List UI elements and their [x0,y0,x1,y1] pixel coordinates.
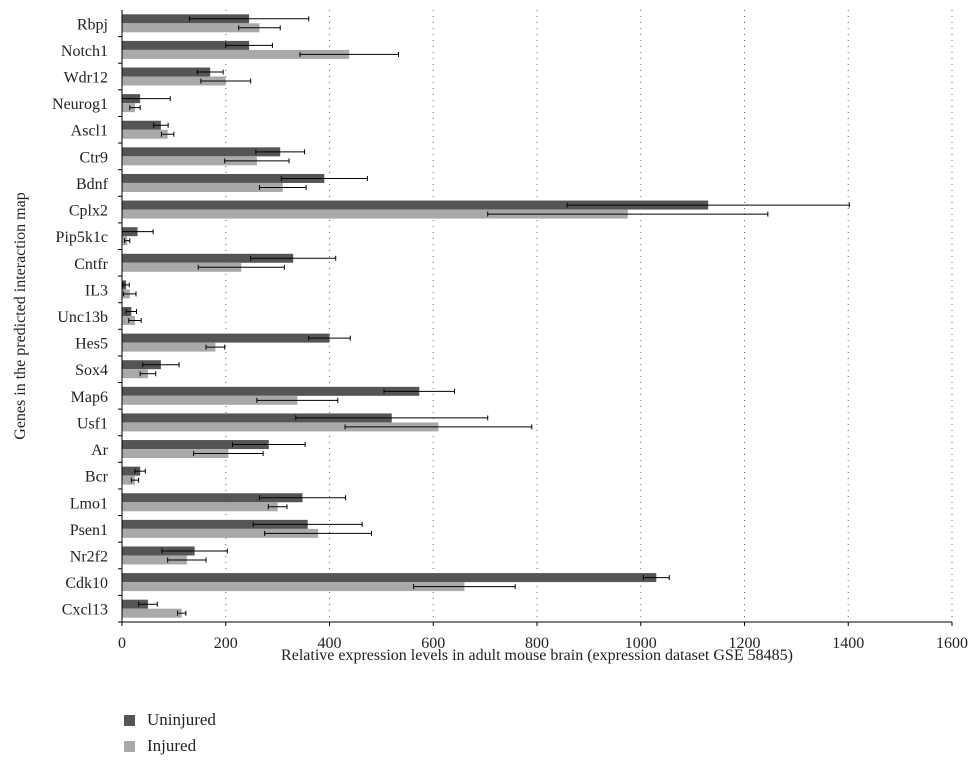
category-label: Pip5k1c [56,229,108,246]
x-tick-label: 800 [525,635,549,652]
x-tick-label: 400 [318,635,342,652]
legend-label-injured: Injured [147,736,197,755]
bar-uninjured-cxcl13 [122,599,148,609]
category-label: Usf1 [77,415,108,432]
bar-injured-wdr12 [122,76,226,86]
x-tick-label: 0 [118,635,126,652]
bar-uninjured-sox4 [122,360,161,370]
legend-item-injured: Injured [124,733,216,759]
category-label: Cntfr [74,256,108,273]
category-label: Cplx2 [69,203,108,220]
category-label: Cdk10 [65,575,108,592]
category-label: Rbpj [77,16,108,33]
bar-uninjured-cplx2 [122,200,709,210]
grid-lines [225,10,953,622]
legend-swatch-injured [124,740,135,752]
category-label: Cxcl13 [62,602,108,619]
bar-injured-cplx2 [122,209,628,219]
x-tick-label: 1600 [936,635,968,652]
x-tick-label: 1000 [625,635,657,652]
category-label: Psen1 [70,522,108,539]
bar-injured-sox4 [122,369,148,379]
bars [121,14,850,618]
category-label: Ar [91,442,109,459]
legend: Uninjured Injured [124,707,216,759]
bar-injured-map6 [122,395,298,405]
bar-uninjured-wdr12 [122,67,211,77]
y-axis-title: Genes in the predicted interaction map [12,192,29,439]
bar-uninjured-cdk10 [122,573,657,583]
bar-uninjured-lmo1 [122,493,303,503]
x-tick-label: 600 [421,635,445,652]
category-label: Sox4 [75,362,108,379]
bar-uninjured-bdnf [122,173,325,183]
category-label: Map6 [71,389,108,406]
bar-injured-bcr [122,475,135,485]
category-label: Bdnf [76,176,109,193]
bar-chart: 0 200 400 600 800 1000 1200 1400 1600 Rbpj Notch1 W… [12,10,968,664]
bar-injured-ctr9 [122,156,257,166]
bar-injured-cntfr [122,262,242,272]
x-axis-title: Relative expression levels in adult mous… [281,647,793,664]
bar-uninjured-ctr9 [122,147,281,157]
category-label: Unc13b [57,309,108,326]
bar-uninjured-ascl1 [122,120,161,130]
legend-label-uninjured: Uninjured [147,710,216,729]
bar-uninjured-bcr [122,466,141,476]
category-label: Ascl1 [71,123,108,140]
bar-injured-usf1 [122,422,439,432]
category-label: Bcr [85,469,109,486]
bar-injured-neurog1 [122,103,135,113]
tick-labels: 0 200 400 600 800 1000 1200 1400 1600 Rbpj Notch1 W… [52,16,968,652]
bar-injured-hes5 [122,342,216,352]
bar-uninjured-map6 [122,386,420,396]
bar-injured-notch1 [122,49,350,59]
bar-injured-bdnf [122,182,283,192]
bar-uninjured-usf1 [122,413,392,423]
category-label: Hes5 [75,336,108,353]
bar-injured-ar [122,449,229,459]
category-label: Ctr9 [80,149,108,166]
bar-injured-rbpj [122,23,260,33]
bar-uninjured-cntfr [122,253,294,263]
bar-uninjured-notch1 [122,40,250,50]
bar-uninjured-ar [122,440,269,450]
category-label: Nr2f2 [70,548,108,565]
x-tick-label: 200 [214,635,238,652]
bar-injured-nr2f2 [122,555,187,565]
bar-uninjured-psen1 [122,519,308,529]
x-tick-label: 1200 [729,635,761,652]
legend-item-uninjured: Uninjured [124,707,216,733]
bar-uninjured-nr2f2 [122,546,195,556]
category-label: Notch1 [61,43,108,60]
bar-injured-lmo1 [122,502,278,512]
bar-injured-ascl1 [122,129,168,139]
category-label: Neurog1 [52,96,108,113]
category-label: Lmo1 [70,495,108,512]
bar-injured-cdk10 [122,582,465,592]
bar-uninjured-hes5 [122,333,330,343]
legend-swatch-uninjured [124,714,135,726]
x-tick-label: 1400 [832,635,864,652]
category-label: Wdr12 [64,70,108,87]
category-label: IL3 [85,282,108,299]
bar-injured-psen1 [122,528,319,538]
bar-injured-cxcl13 [122,608,182,618]
bar-uninjured-rbpj [122,14,250,24]
